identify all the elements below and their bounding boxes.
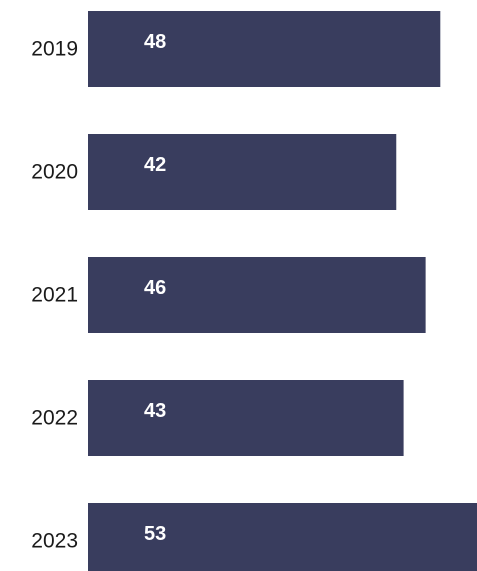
value-label-2023: 53 [144, 523, 166, 545]
category-label-2023: 2023 [31, 530, 78, 553]
bar-2020 [88, 134, 397, 210]
value-label-2021: 46 [144, 277, 166, 299]
bar-2022 [88, 380, 404, 456]
value-label-2019: 48 [144, 31, 166, 53]
category-label-2019: 2019 [31, 38, 78, 61]
bar-2023 [88, 503, 477, 571]
bars-layer [88, 11, 477, 571]
bar-2021 [88, 257, 426, 333]
value-label-2022: 43 [144, 400, 166, 422]
bar-2019 [88, 11, 441, 87]
category-label-2020: 2020 [31, 161, 78, 184]
category-label-2021: 2021 [31, 284, 78, 307]
labels-layer: 2019 48 2020 42 2021 46 2022 43 2023 53 [31, 31, 166, 553]
category-label-2022: 2022 [31, 407, 78, 430]
value-label-2020: 42 [144, 154, 166, 176]
